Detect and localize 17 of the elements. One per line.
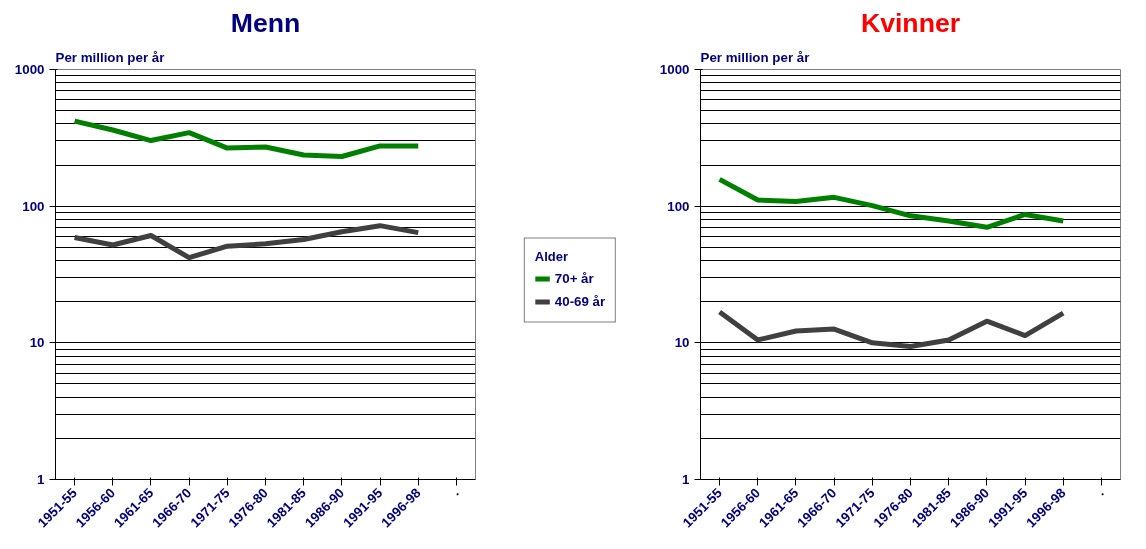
legend-label: 40-69 år: [554, 293, 606, 309]
legend-title: Alder: [534, 248, 570, 263]
y-axis-title: Per million per år: [55, 49, 165, 65]
y-tick-label: 1000: [14, 62, 45, 77]
y-axis-title: Per million per år: [700, 49, 810, 65]
chart-title: Menn: [230, 7, 301, 38]
legend-label: 70+ år: [554, 270, 594, 286]
x-tick-label: .: [1093, 485, 1107, 499]
y-tick-label: 1000: [659, 62, 690, 77]
y-tick-label: 1: [37, 472, 46, 487]
y-tick-label: 100: [667, 198, 690, 214]
chart-title: Kvinner: [860, 7, 961, 38]
y-tick-label: 10: [29, 335, 45, 351]
y-tick-label: 100: [22, 198, 45, 214]
y-tick-label: 10: [674, 335, 690, 351]
x-tick-label: .: [448, 485, 462, 499]
y-tick-label: 1: [682, 472, 691, 487]
